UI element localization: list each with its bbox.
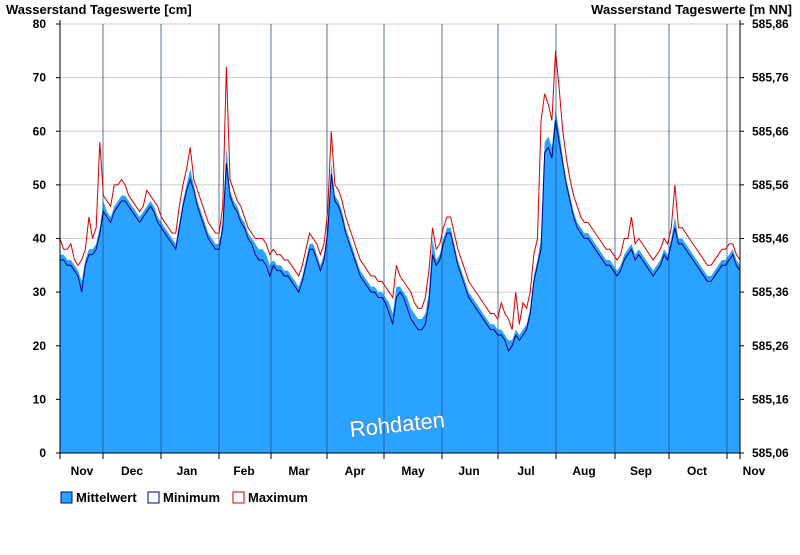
maximum-line bbox=[59, 50, 741, 330]
watermark-text: Rohdaten bbox=[348, 407, 446, 442]
month-label: May bbox=[401, 464, 425, 478]
month-label: Dec bbox=[121, 464, 143, 478]
legend-label: Maximum bbox=[248, 490, 308, 505]
legend-swatch bbox=[232, 491, 245, 504]
mittelwert-area bbox=[60, 109, 740, 454]
month-label: Nov bbox=[743, 464, 766, 478]
left-tick-label: 0 bbox=[39, 446, 46, 460]
right-tick-label: 585,16 bbox=[752, 392, 789, 406]
right-tick-label: 585,26 bbox=[752, 339, 789, 353]
right-tick-label: 585,56 bbox=[752, 178, 789, 192]
left-tick-label: 50 bbox=[33, 178, 47, 192]
legend-label: Minimum bbox=[163, 490, 220, 505]
left-tick-label: 30 bbox=[33, 285, 47, 299]
left-tick-label: 40 bbox=[33, 232, 47, 246]
minimum-line bbox=[60, 120, 741, 353]
right-tick-label: 585,06 bbox=[752, 446, 789, 460]
left-tick-label: 10 bbox=[33, 392, 47, 406]
right-tick-label: 585,76 bbox=[752, 71, 789, 85]
month-label: Apr bbox=[345, 464, 366, 478]
left-tick-label: 70 bbox=[33, 71, 47, 85]
right-tick-label: 585,86 bbox=[752, 17, 789, 31]
month-label: Oct bbox=[687, 464, 707, 478]
right-tick-label: 585,46 bbox=[752, 232, 789, 246]
legend-label: Mittelwert bbox=[76, 490, 137, 505]
legend-swatch bbox=[60, 491, 73, 504]
left-tick-label: 60 bbox=[33, 124, 47, 138]
legend: Mittelwert Minimum Maximum bbox=[60, 490, 308, 505]
month-label: Nov bbox=[71, 464, 94, 478]
month-label: Aug bbox=[572, 464, 595, 478]
series-mittelwert bbox=[60, 109, 740, 454]
month-label: Jul bbox=[517, 464, 534, 478]
month-label: Sep bbox=[630, 464, 652, 478]
left-tick-label: 20 bbox=[33, 339, 47, 353]
right-tick-label: 585,36 bbox=[752, 285, 789, 299]
right-axis-title: Wasserstand Tageswerte [m NN] bbox=[591, 2, 792, 17]
month-label: Feb bbox=[233, 464, 254, 478]
left-axis-title: Wasserstand Tageswerte [cm] bbox=[6, 2, 192, 17]
legend-swatch bbox=[147, 491, 160, 504]
month-label: Jan bbox=[177, 464, 198, 478]
line-series bbox=[59, 50, 741, 353]
month-label: Jun bbox=[458, 464, 479, 478]
month-label: Mar bbox=[288, 464, 310, 478]
left-tick-label: 80 bbox=[33, 17, 47, 31]
axes: 0 585,06 10 585,16 20 585,26 30 585,36 40 585,46 5… bbox=[33, 17, 789, 478]
right-tick-label: 585,66 bbox=[752, 124, 789, 138]
